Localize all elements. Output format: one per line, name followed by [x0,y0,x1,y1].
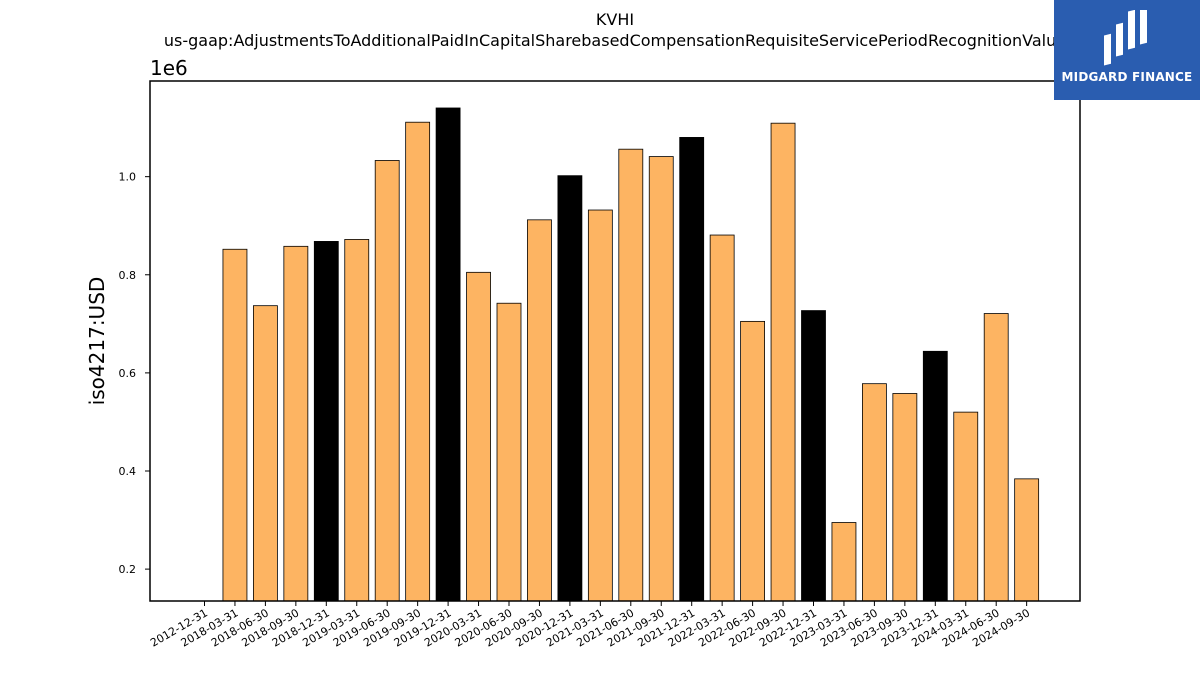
bar-2023-03-31 [831,522,857,602]
y-tick-label-0.4: 0.4 [119,465,137,478]
y-multiplier-label: 1e6 [150,56,188,80]
y-tick-label-0.8: 0.8 [119,269,137,282]
midgard-logo-icon [1104,10,1147,66]
company-logo: MIDGARD FINANCE [1054,0,1200,100]
x-axis: 2012-12-312018-03-312018-06-302018-09-30… [148,601,1032,650]
bar-2019-09-30 [405,121,431,602]
y-axis: 0.2 0.4 0.6 0.8 1.0 [119,171,150,576]
chart-title: KVHI [596,10,634,29]
y-tick-label-1.0: 1.0 [119,171,137,184]
bar-2021-09-30 [648,156,674,602]
y-tick-label-0.6: 0.6 [119,367,137,380]
bar-2024-06-30 [983,313,1009,602]
chart-subtitle: us-gaap:AdjustmentsToAdditionalPaidInCap… [164,31,1066,50]
bars-group [222,107,1040,602]
bar-2018-12-31 [313,241,339,602]
y-tick-label-0.2: 0.2 [119,563,137,576]
bar-2023-06-30 [862,383,887,602]
y-axis-label: iso4217:USD [85,277,109,406]
bar-2022-03-31 [709,234,735,602]
bar-2022-06-30 [740,320,765,602]
bar-2023-12-31 [922,350,948,602]
bar-2020-12-31 [557,175,583,602]
bar-2024-09-30 [1014,478,1040,602]
bar-2022-12-31 [801,310,826,602]
bar-2022-09-30 [770,122,796,602]
bar-2019-12-31 [435,107,461,602]
bar-2021-06-30 [618,148,644,602]
bar-2020-09-30 [527,219,552,602]
bar-2019-03-31 [344,239,370,602]
plot-frame [149,80,1081,602]
bar-2020-03-31 [466,271,491,602]
bar-2018-09-30 [283,245,309,602]
bar-2019-06-30 [374,160,400,602]
bar-2023-09-30 [892,393,918,602]
bar-2020-06-30 [496,302,522,602]
bar-2018-06-30 [252,305,278,602]
bar-2021-03-31 [587,209,613,602]
bar-2018-03-31 [222,248,248,602]
bar-2021-12-31 [679,137,705,602]
logo-text: MIDGARD FINANCE [1061,70,1193,84]
bar-2024-03-31 [953,411,979,602]
